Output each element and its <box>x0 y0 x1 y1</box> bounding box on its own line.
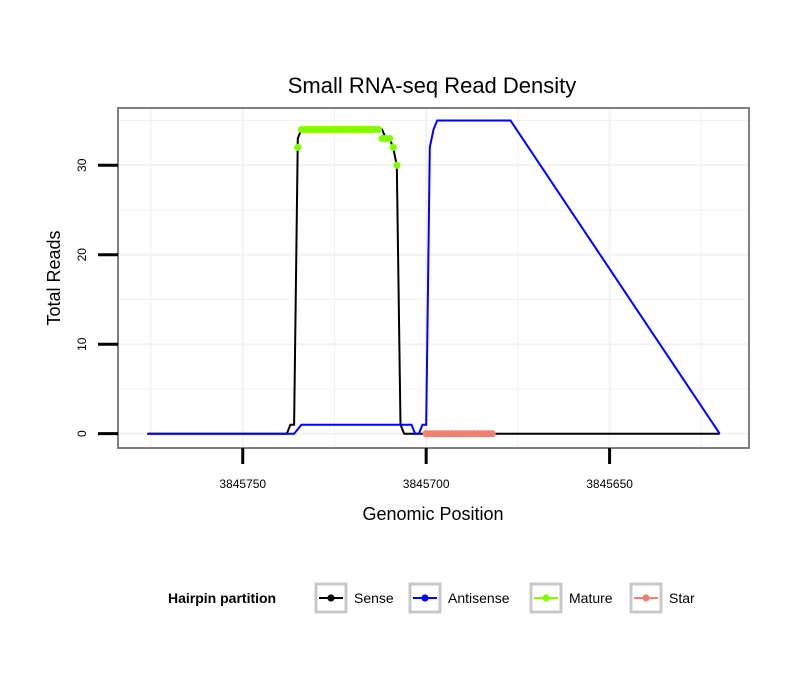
axis-layer: 3845750 3845700 3845650 0 10 20 30 <box>75 158 633 491</box>
legend-key-point <box>542 594 550 602</box>
legend-label: Mature <box>569 590 613 606</box>
series-star <box>422 430 496 438</box>
legend-entries: Sense Antisense Mature Star <box>314 582 695 614</box>
y-tick-label: 30 <box>75 158 89 172</box>
legend-label: Sense <box>354 590 394 606</box>
x-tick-label: 3845700 <box>403 477 450 491</box>
mature-point <box>385 134 394 143</box>
series-sense <box>147 128 720 435</box>
sense-line <box>147 128 720 435</box>
series-layer <box>147 119 721 438</box>
legend-title: Hairpin partition <box>168 590 276 606</box>
y-tick-label: 0 <box>75 430 89 437</box>
y-axis-title: Total Reads <box>44 230 64 325</box>
mature-point <box>294 143 302 151</box>
x-tick-label: 3845650 <box>586 477 633 491</box>
legend-entry-star: Star <box>629 582 695 614</box>
legend-label: Star <box>669 590 695 606</box>
y-tick-label: 20 <box>75 248 89 262</box>
x-axis-title: Genomic Position <box>362 504 503 524</box>
mature-point <box>393 161 401 169</box>
y-tick-label: 10 <box>75 337 89 351</box>
legend-label: Antisense <box>448 590 510 606</box>
legend-key-point <box>327 594 335 602</box>
series-mature <box>294 125 401 169</box>
legend-entry-antisense: Antisense <box>408 582 510 614</box>
mature-point <box>374 125 383 134</box>
star-point <box>488 430 496 438</box>
legend-key-point <box>642 594 650 602</box>
mature-point <box>389 143 397 151</box>
series-antisense <box>147 119 721 435</box>
legend-entry-mature: Mature <box>529 582 613 614</box>
plot-panel-border <box>117 107 750 449</box>
x-tick-label: 3845750 <box>219 477 266 491</box>
legend: Hairpin partition Sense Antisense Mature St… <box>168 582 695 614</box>
grid-layer <box>118 108 749 448</box>
chart-title: Small RNA-seq Read Density <box>288 73 577 98</box>
antisense-line <box>147 119 721 435</box>
legend-key-point <box>421 594 429 602</box>
legend-entry-sense: Sense <box>314 582 394 614</box>
